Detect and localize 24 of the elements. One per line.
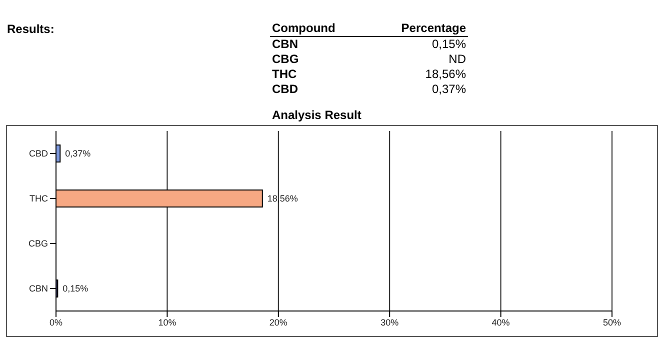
text: CBG (271, 52, 300, 67)
x-tick-label: 30% (380, 317, 399, 328)
x-tick-label: 0% (49, 317, 63, 328)
chart-title: Analysis Result (272, 108, 362, 122)
y-tick-label: CBN (28, 284, 48, 294)
text: 0,15% (430, 36, 467, 52)
text: THC (271, 67, 298, 82)
text: Compound (271, 21, 336, 36)
text: CBD (271, 82, 299, 97)
y-tick-label: THC (30, 194, 48, 204)
data-label: 0,37% (65, 148, 91, 159)
text: 18,56% (424, 67, 467, 82)
x-tick-label: 40% (492, 317, 510, 328)
text: Results: (7, 22, 54, 36)
text: CBN (271, 36, 299, 52)
data-label: 0,15% (62, 284, 88, 294)
x-tick-label: 10% (158, 317, 176, 328)
x-tick-label: 50% (602, 317, 622, 328)
x-tick-label: 20% (269, 317, 288, 328)
text: 0,37% (430, 82, 467, 97)
text: ND (448, 52, 467, 67)
y-tick-label: CBG (28, 238, 48, 249)
y-tick-label: CBD (28, 148, 48, 159)
text: Percentage (400, 21, 467, 36)
